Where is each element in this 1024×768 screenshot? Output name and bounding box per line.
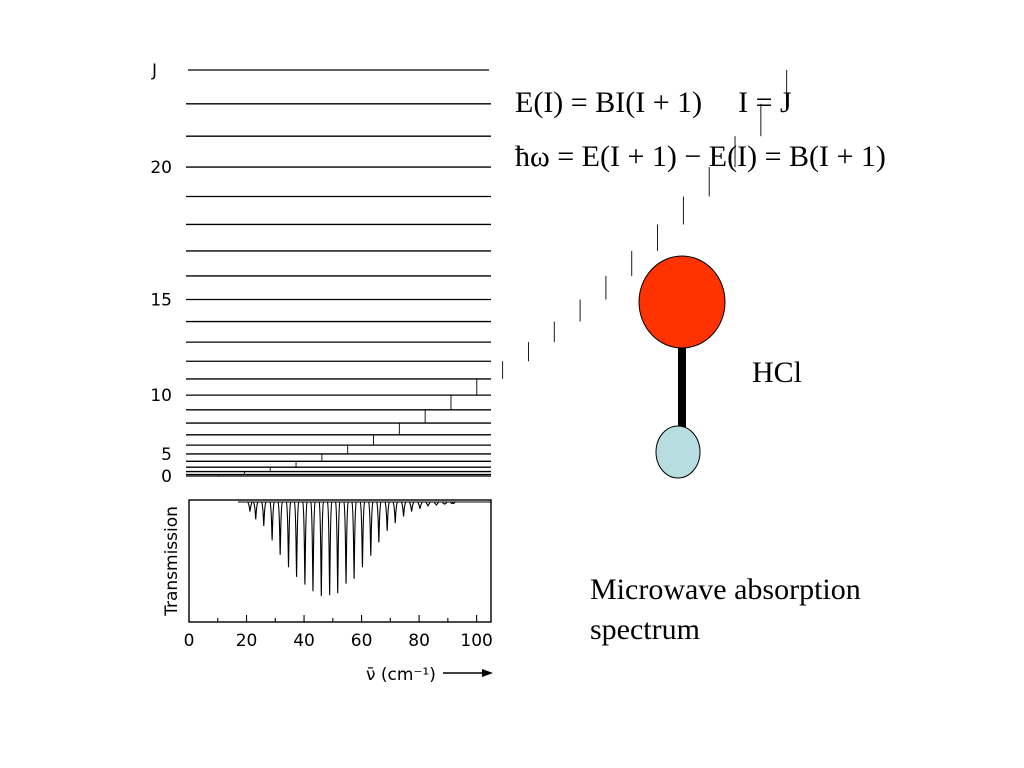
caption-line-1: Microwave absorption xyxy=(590,573,861,606)
x-tick-label: 20 xyxy=(236,631,258,651)
transition-equation: ħω = E(I + 1) − E(I) = B(I + 1) xyxy=(515,140,886,173)
absorption-line xyxy=(343,501,349,584)
absorption-line xyxy=(400,501,407,517)
chlorine-atom xyxy=(638,255,726,349)
absorption-line xyxy=(368,501,374,556)
absorption-line xyxy=(433,501,440,507)
absorption-line xyxy=(269,501,275,541)
absorption-line xyxy=(310,501,316,592)
absorption-line xyxy=(384,501,390,531)
j-axis-label: J xyxy=(151,61,157,81)
absorption-line xyxy=(285,501,292,568)
absorption-line xyxy=(417,501,423,509)
absorption-line xyxy=(293,501,300,577)
x-tick-label: 80 xyxy=(408,631,430,651)
absorption-line xyxy=(408,501,415,512)
absorption-lines xyxy=(237,501,491,597)
caption-line-2: spectrum xyxy=(590,613,700,646)
transmission-axis-label: Transmission xyxy=(162,506,182,617)
transition-lines xyxy=(218,70,788,476)
hydrogen-atom xyxy=(655,425,701,479)
j-tick-label: 15 xyxy=(150,290,172,310)
absorption-line xyxy=(376,501,382,543)
j-tick-label: 5 xyxy=(161,445,172,465)
absorption-line xyxy=(247,501,253,512)
absorption-line xyxy=(442,501,448,505)
j-tick-labels: 05 10 15 20 xyxy=(150,158,172,487)
absorption-line xyxy=(253,501,259,520)
absorption-line xyxy=(425,501,431,508)
absorption-line xyxy=(359,501,366,568)
energy-levels xyxy=(186,69,491,477)
x-tick-label: 0 xyxy=(184,631,195,651)
absorption-line xyxy=(261,501,267,527)
figure-caption: Microwave absorption spectrum xyxy=(590,570,861,650)
j-tick-label: 10 xyxy=(150,386,172,406)
j-tick-label: 20 xyxy=(150,158,172,178)
absorption-line xyxy=(318,501,325,597)
molecule-label: HCl xyxy=(752,356,803,389)
spectrum-x-ticks xyxy=(188,615,478,622)
absorption-line xyxy=(302,501,308,585)
absorption-line xyxy=(392,501,398,524)
j-tick-label: 0 xyxy=(161,467,172,487)
spectrum-frame xyxy=(188,499,492,623)
x-tick-label: 100 xyxy=(460,631,492,651)
arrow-right-icon xyxy=(443,669,493,677)
x-tick-label: 60 xyxy=(351,631,373,651)
absorption-line xyxy=(334,501,341,594)
absorption-line xyxy=(326,501,333,596)
identity-equation: I = J xyxy=(738,86,792,119)
x-tick-label: 40 xyxy=(293,631,315,651)
wavenumber-axis-label: ν̄ (cm⁻¹) xyxy=(366,665,436,685)
absorption-line xyxy=(450,501,456,505)
absorption-line xyxy=(351,501,357,579)
absorption-line xyxy=(277,501,283,555)
energy-equation: E(I) = BI(I + 1) xyxy=(515,86,703,119)
spectrum-x-tick-labels: 0 20 40 60 80 100 xyxy=(184,631,493,651)
energy-equation-row: E(I) = BI(I + 1) I = J xyxy=(515,86,792,120)
